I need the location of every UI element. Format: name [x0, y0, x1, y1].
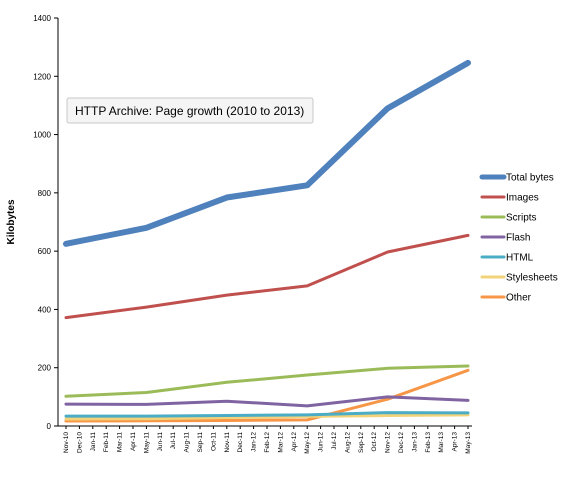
x-tick-label: Feb-13	[425, 432, 432, 453]
x-tick-label: Apr-11	[130, 432, 137, 451]
x-tick-label: Dec-12	[398, 432, 405, 453]
x-tick-label: Oct-11	[210, 432, 217, 451]
legend-label: Other	[506, 293, 532, 304]
legend-label: Total bytes	[506, 173, 554, 184]
y-tick-label: 400	[38, 305, 52, 314]
series-line-stylesheets	[64, 413, 470, 421]
x-tick-label: Mar-11	[117, 432, 124, 452]
series-lines	[63, 59, 471, 423]
x-tick-label: Jan-11	[90, 432, 97, 452]
y-tick-label: 200	[38, 364, 52, 373]
x-tick-label: May-11	[143, 432, 150, 454]
x-tick-label: Nov-10	[63, 432, 70, 453]
x-tick-label: Nov-12	[385, 432, 392, 453]
x-tick-label: Jan-12	[251, 432, 258, 452]
chart-title-box: HTTP Archive: Page growth (2010 to 2013)	[66, 97, 314, 124]
y-ticks: 0 200 400 600 800 1000 1200 1400	[33, 14, 58, 431]
x-tick-label: Sep-12	[358, 432, 365, 453]
x-tick-label: Mar-12	[277, 432, 284, 453]
y-tick-label: 1000	[33, 131, 51, 140]
x-tick-label: Dec-11	[237, 432, 244, 453]
series-line-scripts	[64, 364, 470, 398]
x-tick-label: Jun-11	[157, 432, 164, 452]
x-tick-label: May-12	[304, 432, 311, 454]
legend-label: Images	[506, 193, 539, 204]
legend: Total bytes Images Scripts Flash HTML Stylesh…	[479, 173, 558, 304]
x-tick-label: Mar-13	[438, 432, 445, 453]
y-tick-label: 800	[38, 189, 52, 198]
y-tick-label: 1400	[33, 14, 51, 23]
series-line-total-bytes	[63, 59, 471, 247]
series-line-html	[64, 411, 470, 418]
x-tick-label: Aug-11	[184, 432, 191, 453]
x-tick-label: Apr-12	[291, 432, 298, 452]
axes	[57, 18, 472, 427]
y-tick-label: 1200	[33, 72, 51, 81]
x-tick-label: Feb-12	[264, 432, 271, 453]
y-tick-label: 0	[47, 422, 52, 431]
x-tick-label: Jun-12	[318, 432, 325, 452]
x-tick-label: Dec-10	[76, 432, 83, 453]
x-tick-label: Apr-13	[452, 432, 459, 452]
series-line-images	[64, 233, 470, 320]
chart-title-background	[66, 97, 314, 124]
x-tick-label: Sep-11	[197, 432, 204, 453]
x-tick-label: Jul-11	[170, 432, 177, 450]
legend-label: Flash	[506, 233, 530, 244]
y-tick-label: 600	[38, 247, 52, 256]
x-tick-label: Oct-12	[371, 432, 378, 452]
x-tick-label: Jan-13	[411, 432, 418, 452]
chart-title: HTTP Archive: Page growth (2010 to 2013)	[75, 104, 304, 118]
x-tick-label: May-13	[465, 432, 472, 454]
series-line-flash	[64, 395, 470, 408]
series-line-other	[64, 368, 470, 423]
x-tick-label: Jul-12	[331, 432, 338, 450]
x-ticks: Nov-10 Dec-10 Jan-11 Feb-11 Mar-11 Apr-11 May-…	[63, 426, 472, 454]
legend-label: Scripts	[506, 213, 537, 224]
x-tick-label: Nov-11	[224, 432, 231, 453]
y-axis-label: Kilobytes	[6, 199, 17, 244]
x-tick-label: Feb-11	[103, 432, 110, 452]
legend-label: Stylesheets	[506, 273, 558, 284]
x-tick-label: Aug-12	[344, 432, 351, 453]
legend-label: HTML	[506, 253, 534, 264]
